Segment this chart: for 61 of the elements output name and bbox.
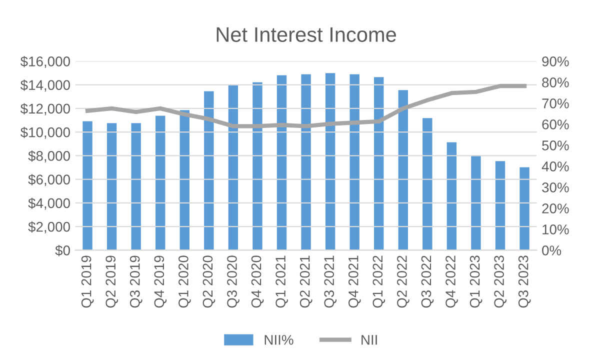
y-tick-label: $4,000	[28, 198, 70, 210]
bar	[398, 90, 408, 250]
x-tick-label: Q1 2021	[276, 256, 288, 308]
bar	[374, 77, 384, 250]
x-tick-label: Q3 2021	[324, 256, 337, 308]
y-tick-label: $2,000	[28, 221, 70, 234]
x-tick-label: Q4 2021	[348, 256, 361, 308]
bar	[131, 123, 141, 250]
bar	[252, 82, 262, 250]
y-tick-label: $8,000	[28, 150, 70, 163]
x-tick-label: Q1 2023	[470, 256, 482, 308]
bar	[520, 167, 530, 250]
line-series	[85, 84, 527, 128]
y-tick-label: $14,000	[20, 80, 70, 92]
x-tick-label: Q2 2019	[106, 256, 118, 308]
x-tick-label: Q4 2022	[446, 256, 458, 308]
y-tick-label: $12,000	[20, 103, 70, 116]
y2-tick-label: 80%	[542, 78, 569, 88]
x-tick-label: Q2 2020	[202, 256, 216, 308]
bar	[276, 75, 287, 250]
bar	[106, 123, 117, 250]
x-tick-label: Q3 2019	[130, 256, 142, 308]
bar	[155, 116, 166, 250]
y2-tick-label: 70%	[542, 98, 569, 108]
bar	[180, 110, 190, 250]
bar	[325, 73, 336, 250]
x-tick-label: Q1 2020	[178, 256, 191, 308]
bar	[204, 91, 214, 250]
legend-label: NII	[362, 335, 377, 345]
bar	[471, 155, 481, 250]
y-tick-label: $10,000	[20, 126, 70, 139]
y2-tick-label: 0%	[542, 246, 562, 256]
y2-tick-label: 90%	[542, 56, 569, 66]
y2-tick-label: 30%	[542, 182, 569, 192]
x-tick-label: Q1 2019	[81, 256, 94, 308]
y2-tick-label: 60%	[542, 120, 569, 130]
legend-label: NII%	[264, 334, 294, 345]
x-tick-label: Q2 2022	[397, 256, 410, 308]
x-tick-label: Q1 2022	[372, 256, 386, 308]
y2-tick-label: 20%	[542, 204, 569, 214]
bar	[301, 74, 311, 250]
y2-tick-label: 50%	[542, 140, 569, 150]
y-tick-label: $16,000	[20, 56, 70, 68]
bar	[350, 74, 360, 250]
x-tick-label: Q4 2020	[251, 256, 264, 308]
x-tick-label: Q3 2023	[518, 256, 531, 308]
y2-tick-label: 10%	[542, 224, 569, 234]
y-tick-label: $0	[55, 244, 70, 256]
chart-title: Net Interest Income	[216, 27, 396, 42]
bar	[446, 142, 457, 250]
x-tick-label: Q3 2020	[227, 256, 240, 308]
bar	[82, 121, 92, 250]
bar	[422, 118, 432, 250]
y2-tick-label: 40%	[542, 162, 569, 172]
bar	[495, 161, 506, 250]
y-tick-label: $6,000	[28, 174, 70, 186]
x-tick-label: Q2 2023	[494, 256, 506, 308]
x-tick-label: Q4 2019	[154, 256, 167, 308]
bar	[228, 85, 238, 250]
x-tick-label: Q3 2022	[421, 256, 434, 308]
x-tick-label: Q2 2021	[300, 256, 312, 308]
